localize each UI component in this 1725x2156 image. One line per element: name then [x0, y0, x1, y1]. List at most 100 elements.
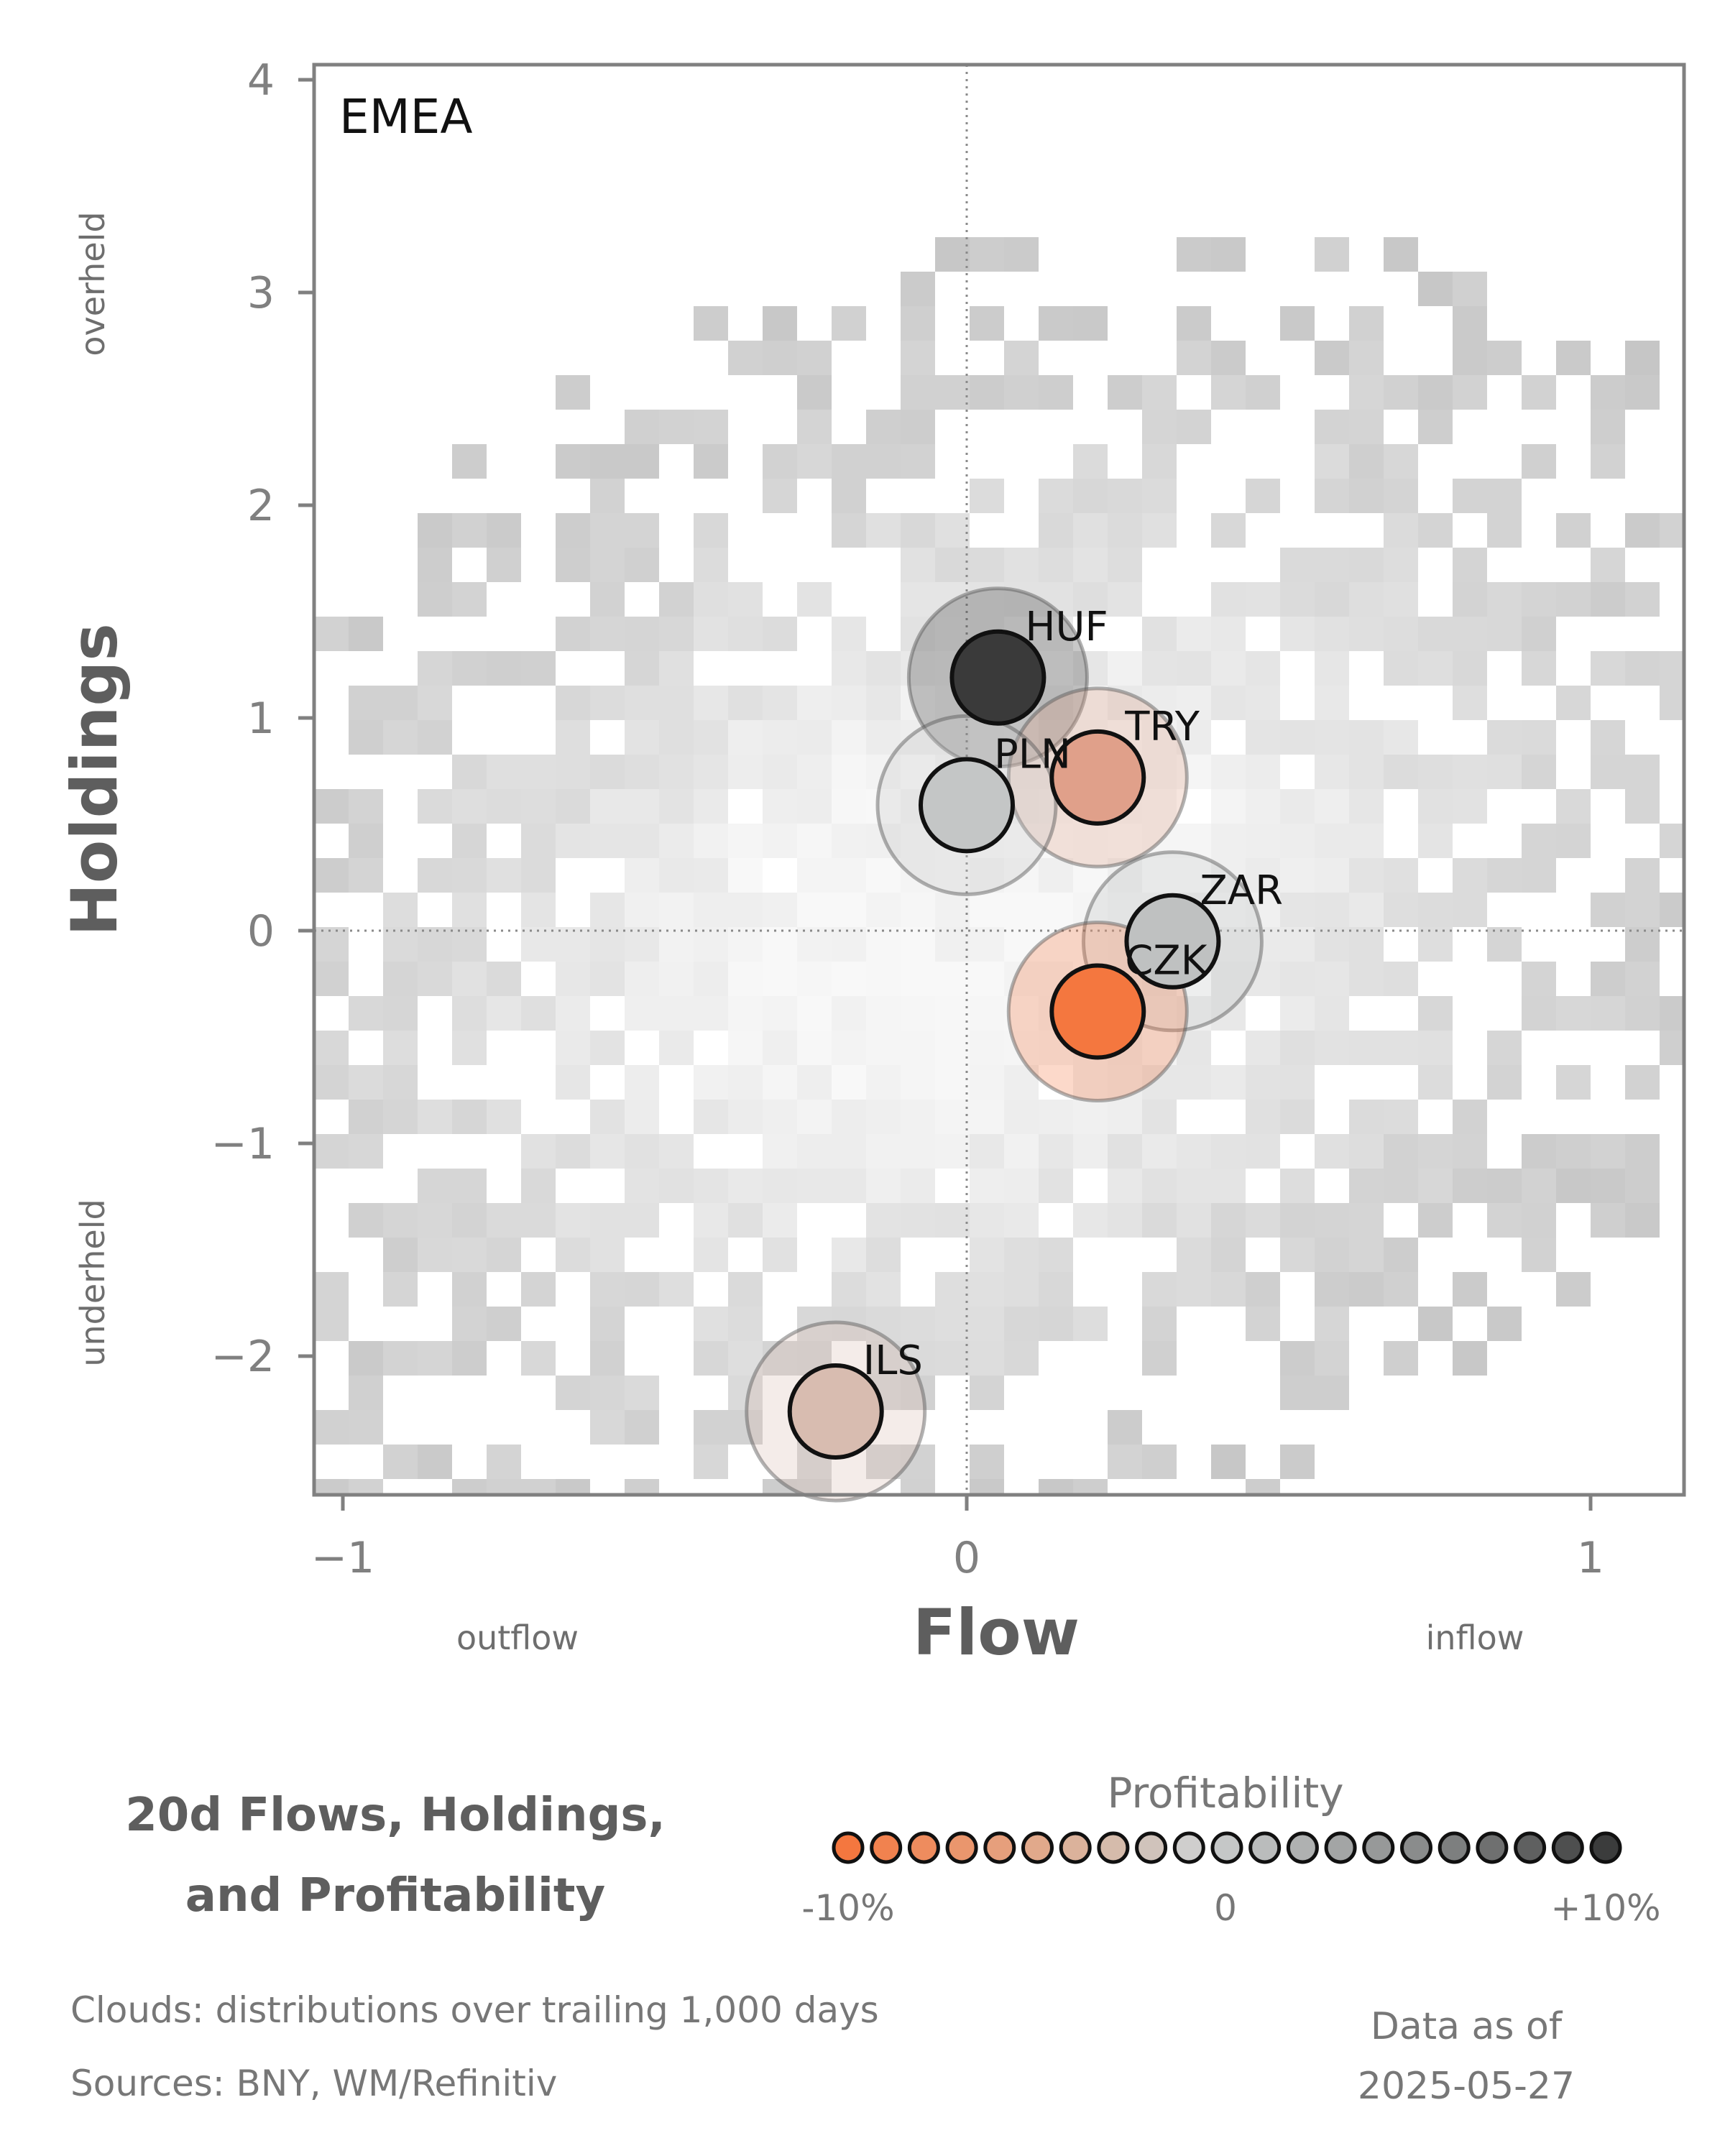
- cloud-cell: [1211, 1203, 1246, 1238]
- cloud-cell: [694, 513, 728, 548]
- cloud-cell: [659, 789, 694, 824]
- cloud-cell: [866, 720, 901, 755]
- cloud-cell: [901, 686, 935, 720]
- cloud-cell: [521, 651, 556, 686]
- cloud-cell: [866, 858, 901, 893]
- cloud-cell: [1522, 582, 1556, 617]
- cloud-cell: [1487, 341, 1522, 375]
- cloud-cell: [314, 1272, 349, 1307]
- bubble-pln: [919, 757, 1015, 854]
- cloud-cell: [1004, 996, 1039, 1031]
- cloud-cell: [1522, 858, 1556, 893]
- cloud-cell: [797, 1100, 832, 1134]
- cloud-cell: [901, 1065, 935, 1100]
- cloud-cell: [866, 962, 901, 996]
- cloud-cell: [832, 1100, 866, 1134]
- cloud-cell: [1625, 1134, 1660, 1169]
- sources-footnote: Sources: BNY, WM/Refinitiv: [70, 2063, 558, 2104]
- cloud-cell: [901, 1169, 935, 1203]
- cloud-cell: [314, 962, 349, 996]
- cloud-cell: [1004, 1065, 1039, 1100]
- cloud-cell: [1487, 1203, 1522, 1238]
- cloud-cell: [659, 651, 694, 686]
- cloud-cell: [728, 1410, 763, 1445]
- cloud-cell: [832, 1169, 866, 1203]
- cloud-cell: [832, 893, 866, 927]
- cloud-cell: [1280, 1376, 1315, 1410]
- cloud-cell: [1522, 1169, 1556, 1203]
- cloud-cell: [1004, 824, 1039, 858]
- cloud-cell: [659, 755, 694, 789]
- cloud-cell: [452, 893, 487, 927]
- cloud-cell: [590, 1203, 625, 1238]
- cloud-cell: [797, 927, 832, 962]
- cloud-cell: [383, 720, 418, 755]
- legend-swatch: [1097, 1831, 1130, 1864]
- cloud-cell: [728, 996, 763, 1031]
- cloud-cell: [1142, 686, 1177, 720]
- cloud-cell: [694, 306, 728, 341]
- cloud-cell: [1004, 1134, 1039, 1169]
- cloud-cell: [1349, 1203, 1384, 1238]
- cloud-cell: [1073, 1134, 1108, 1169]
- cloud-cell: [1625, 582, 1660, 617]
- cloud-cell: [1177, 617, 1211, 651]
- cloud-cell: [901, 1134, 935, 1169]
- cloud-cell: [970, 1445, 1004, 1479]
- cloud-cell: [728, 1100, 763, 1134]
- cloud-cell: [1418, 1203, 1453, 1238]
- cloud-cell: [1004, 962, 1039, 996]
- bubble-label-czk: CZK: [1125, 937, 1208, 984]
- cloud-cell: [625, 617, 659, 651]
- cloud-cell: [970, 720, 1004, 755]
- chart-title-line-1: 20d Flows, Holdings,: [125, 1789, 666, 1842]
- cloud-cell: [1280, 1169, 1315, 1203]
- cloud-cell: [1487, 1169, 1522, 1203]
- cloud-cell: [1384, 1134, 1418, 1169]
- cloud-cell: [1453, 582, 1487, 617]
- cloud-cell: [763, 927, 797, 962]
- cloud-cell: [349, 858, 383, 893]
- cloud-cell: [1177, 410, 1211, 444]
- cloud-cell: [1246, 1100, 1280, 1134]
- cloud-cell: [901, 1376, 935, 1410]
- cloud-cell: [1349, 789, 1384, 824]
- cloud-cell: [901, 893, 935, 927]
- cloud-cell: [349, 617, 383, 651]
- cloud-cell: [1004, 1031, 1039, 1065]
- cloud-cell: [556, 548, 590, 582]
- cloud-cell: [1108, 479, 1142, 513]
- cloud-cell: [1073, 1065, 1108, 1100]
- cloud-cell: [1556, 582, 1591, 617]
- cloud-cell: [866, 1203, 901, 1238]
- cloud-cell: [901, 1341, 935, 1376]
- cloud-cell: [556, 375, 590, 410]
- cloud-cell: [1453, 479, 1487, 513]
- cloud-cell: [1556, 1272, 1591, 1307]
- cloud-cell: [728, 341, 763, 375]
- cloud-cell: [556, 1376, 590, 1410]
- cloud-cell: [1349, 1238, 1384, 1272]
- cloud-cell: [970, 1341, 1004, 1376]
- cloud-cell: [763, 617, 797, 651]
- cloud-cell: [521, 1479, 556, 1495]
- cloud-cell: [832, 1307, 866, 1341]
- cloud-cell: [521, 755, 556, 789]
- cloud-cell: [694, 582, 728, 617]
- cloud-cell: [1246, 479, 1280, 513]
- legend-swatch: [1286, 1831, 1319, 1864]
- cloud-cell: [1004, 582, 1039, 617]
- cloud-cell: [1004, 1100, 1039, 1134]
- cloud-cell: [763, 1065, 797, 1100]
- cloud-cell: [1384, 1272, 1418, 1307]
- cloud-cell: [797, 1479, 832, 1495]
- cloud-cell: [1108, 686, 1142, 720]
- cloud-cell: [832, 479, 866, 513]
- cloud-cell: [866, 410, 901, 444]
- cloud-cell: [901, 513, 935, 548]
- cloud-cell: [314, 617, 349, 651]
- cloud-cell: [625, 1134, 659, 1169]
- cloud-cell: [1039, 1272, 1073, 1307]
- cloud-cell: [1142, 651, 1177, 686]
- cloud-cell: [1418, 410, 1453, 444]
